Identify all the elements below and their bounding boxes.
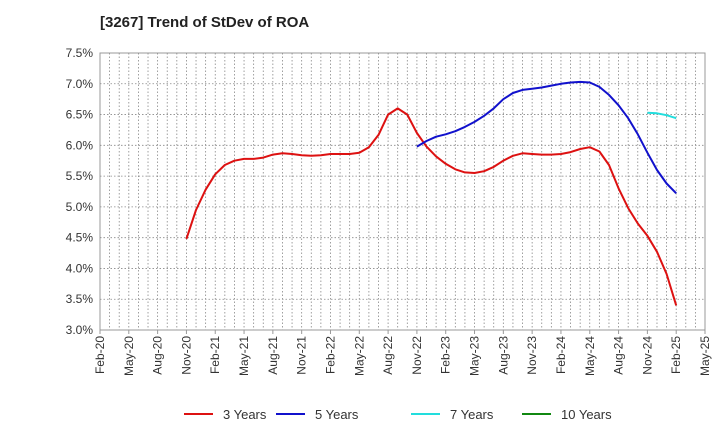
x-tick-label: Nov-24 <box>640 336 654 375</box>
y-tick-label: 3.0% <box>66 323 94 337</box>
x-tick-label: May-20 <box>122 336 136 376</box>
series-line-7-years <box>647 111 677 120</box>
y-tick-label: 4.5% <box>66 231 94 245</box>
legend: 3 Years 5 Years 7 Years 10 Years <box>184 407 612 422</box>
x-tick-label: Feb-22 <box>323 336 337 374</box>
x-tick-label: May-21 <box>237 336 251 376</box>
x-tick-label: Feb-20 <box>93 336 107 374</box>
x-tick-label: Aug-21 <box>266 336 280 375</box>
x-tick-label: Aug-20 <box>151 336 165 375</box>
legend-label-7-years: 7 Years <box>450 407 494 422</box>
x-tick-label: May-25 <box>698 336 712 376</box>
x-tick-label: Aug-22 <box>381 336 395 375</box>
x-tick-label: Feb-25 <box>669 336 683 374</box>
legend-label-3-years: 3 Years <box>223 407 267 422</box>
x-tick-labels: Feb-20 May-20 Aug-20 Nov-20 Feb-21 May-21 Aug-… <box>93 330 712 376</box>
x-tick-label: Nov-23 <box>525 336 539 375</box>
x-tick-label: Feb-23 <box>439 336 453 374</box>
y-tick-label: 4.0% <box>66 261 94 275</box>
chart-title: [3267] Trend of StDev of ROA <box>100 14 310 31</box>
y-tick-label: 6.0% <box>66 138 94 152</box>
x-tick-label: Feb-24 <box>554 336 568 374</box>
x-tick-label: Aug-23 <box>496 336 510 375</box>
x-tick-label: Aug-24 <box>612 336 626 375</box>
y-tick-label: 5.0% <box>66 200 94 214</box>
x-tick-label: May-23 <box>468 336 482 376</box>
x-tick-label: May-24 <box>583 336 597 376</box>
y-tick-labels: 3.0% 3.5% 4.0% 4.5% 5.0% 5.5% 6.0% 6.5% 7.0% 7.5% <box>66 46 94 337</box>
y-tick-label: 7.5% <box>66 46 94 60</box>
y-gridlines <box>100 83 705 300</box>
x-tick-label: Feb-21 <box>208 336 222 374</box>
legend-label-10-years: 10 Years <box>561 407 612 422</box>
y-tick-label: 5.5% <box>66 169 94 183</box>
y-tick-label: 6.5% <box>66 108 94 122</box>
series-line-5-years <box>416 80 677 194</box>
y-tick-label: 3.5% <box>66 292 94 306</box>
series-line-3-years <box>185 107 678 306</box>
y-tick-label: 7.0% <box>66 77 94 91</box>
x-tick-label: Nov-20 <box>179 336 193 375</box>
x-tick-label: Nov-22 <box>410 336 424 375</box>
series-lines <box>185 80 678 306</box>
x-gridlines <box>109 53 696 330</box>
x-tick-label: Nov-21 <box>295 336 309 375</box>
legend-label-5-years: 5 Years <box>315 407 359 422</box>
x-tick-label: May-22 <box>352 336 366 376</box>
plot-area <box>99 52 706 331</box>
